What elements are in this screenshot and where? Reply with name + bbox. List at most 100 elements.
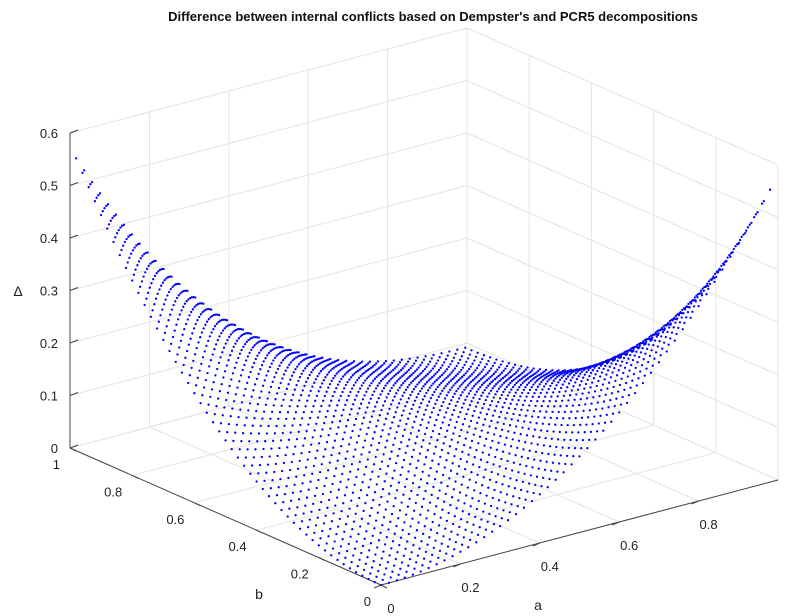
data-point — [378, 382, 381, 385]
data-point — [363, 473, 366, 476]
data-point — [316, 416, 320, 419]
data-point — [316, 375, 319, 378]
data-point — [447, 381, 451, 384]
data-point — [524, 498, 527, 501]
data-point — [762, 199, 765, 203]
data-point — [593, 415, 596, 418]
data-point — [454, 352, 457, 356]
data-point — [648, 335, 651, 339]
data-point — [325, 542, 328, 545]
data-point — [525, 434, 529, 437]
data-point — [319, 537, 322, 540]
data-point — [160, 284, 163, 287]
data-point — [659, 328, 663, 331]
data-point — [97, 194, 100, 197]
data-point — [457, 361, 460, 365]
data-point — [490, 367, 493, 370]
data-point — [586, 416, 590, 419]
data-point — [542, 444, 546, 447]
data-point — [578, 384, 581, 387]
data-point — [375, 375, 378, 379]
data-point — [429, 369, 433, 372]
data-point — [414, 442, 417, 445]
data-point — [373, 491, 377, 494]
data-point — [129, 252, 133, 255]
data-point — [572, 423, 576, 427]
data-point — [465, 378, 468, 381]
data-point — [166, 294, 169, 297]
data-point — [422, 358, 426, 361]
data-point — [407, 564, 410, 567]
data-point — [485, 363, 488, 366]
data-point — [478, 435, 482, 438]
data-point — [395, 489, 399, 492]
data-point — [476, 533, 480, 537]
data-point — [370, 444, 373, 447]
data-point — [537, 377, 540, 381]
data-point — [491, 374, 494, 377]
data-point — [413, 536, 417, 539]
data-point — [272, 359, 275, 362]
data-point — [376, 384, 379, 387]
data-point — [240, 348, 243, 352]
data-point — [420, 402, 423, 405]
data-point — [371, 470, 374, 473]
data-point — [508, 511, 511, 514]
data-point — [575, 393, 578, 396]
data-point — [391, 376, 394, 379]
data-point — [338, 517, 341, 521]
data-point — [605, 360, 608, 364]
data-point — [75, 157, 78, 160]
data-point — [332, 415, 336, 418]
data-point — [489, 389, 493, 392]
data-point — [382, 387, 386, 390]
data-point — [605, 373, 608, 376]
data-point — [260, 363, 264, 367]
data-point — [221, 351, 224, 354]
data-point — [434, 388, 438, 391]
data-point — [421, 398, 425, 401]
data-point — [678, 321, 682, 324]
data-point — [244, 359, 248, 362]
data-point — [383, 480, 386, 483]
data-point — [246, 355, 250, 358]
data-point — [299, 394, 303, 397]
data-point — [498, 465, 501, 468]
data-point — [429, 377, 432, 380]
data-point — [176, 353, 179, 356]
data-point — [413, 378, 416, 381]
data-point — [480, 429, 483, 432]
data-point — [367, 577, 370, 581]
data-point — [396, 454, 399, 458]
data-point — [395, 392, 398, 395]
data-point — [429, 528, 433, 531]
data-point — [564, 462, 567, 466]
data-point — [315, 394, 319, 398]
data-point — [217, 361, 221, 365]
data-point — [348, 413, 351, 416]
data-point — [604, 364, 607, 368]
data-point — [478, 465, 481, 469]
data-point — [471, 387, 474, 390]
data-point — [608, 358, 611, 361]
data-point — [544, 395, 547, 398]
data-point — [212, 381, 215, 384]
data-point — [515, 381, 518, 385]
data-point — [338, 420, 342, 423]
data-point — [124, 266, 128, 270]
data-point — [319, 357, 322, 360]
data-point — [455, 389, 458, 393]
data-point — [357, 532, 360, 536]
data-point — [468, 382, 471, 385]
data-point — [429, 396, 433, 400]
data-point — [122, 244, 125, 247]
data-point — [138, 242, 141, 245]
data-point — [173, 329, 176, 332]
data-point — [250, 348, 253, 352]
data-point — [586, 366, 590, 369]
data-point — [590, 402, 593, 405]
data-point — [461, 391, 464, 394]
data-point — [239, 408, 242, 411]
data-point — [262, 447, 265, 451]
data-point — [571, 376, 574, 379]
